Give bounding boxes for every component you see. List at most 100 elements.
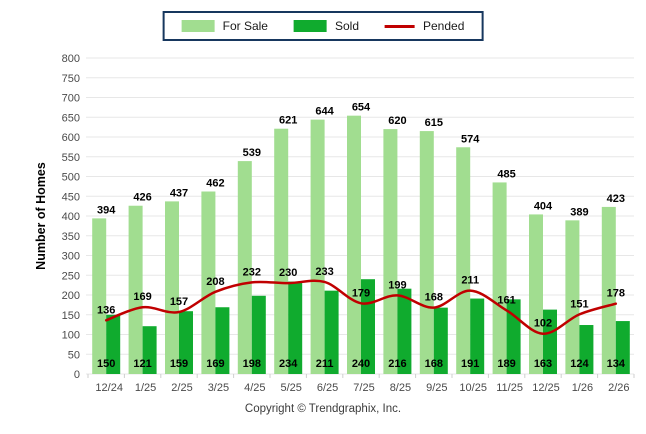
- legend-label-sold: Sold: [334, 19, 360, 33]
- for-sale-value-label: 644: [315, 106, 334, 118]
- x-axis-label: 10/25: [459, 382, 487, 394]
- sold-value-label: 240: [352, 358, 370, 370]
- sold-value-label: 189: [497, 358, 515, 370]
- bar-sold: [324, 290, 339, 374]
- bar-sold: [579, 325, 594, 374]
- pended-value-label: 151: [570, 298, 588, 310]
- y-axis-tick-label: 100: [62, 330, 80, 342]
- for-sale-value-label: 404: [534, 200, 553, 212]
- y-axis-tick-label: 150: [62, 310, 80, 322]
- bar-for-sale: [237, 161, 252, 374]
- x-axis-label: 12/24: [95, 382, 123, 394]
- x-axis-label: 2/26: [608, 382, 629, 394]
- bar-sold: [288, 281, 303, 374]
- y-axis-tick-label: 200: [62, 290, 80, 302]
- x-axis-label: 4/25: [244, 382, 265, 394]
- bar-for-sale: [529, 214, 543, 374]
- x-axis-label: 9/25: [426, 382, 447, 394]
- y-axis-tick-label: 0: [74, 369, 80, 381]
- for-sale-value-label: 389: [570, 206, 588, 218]
- x-axis-label: 3/25: [208, 382, 229, 394]
- for-sale-value-label: 574: [461, 133, 480, 145]
- for-sale-value-label: 394: [97, 204, 116, 216]
- sold-value-label: 159: [170, 358, 188, 370]
- for-sale-value-label: 539: [243, 147, 261, 159]
- sold-value-label: 198: [243, 358, 261, 370]
- sold-value-label: 234: [279, 358, 298, 370]
- y-axis-tick-label: 700: [62, 93, 80, 105]
- for-sale-value-label: 462: [206, 178, 224, 190]
- bar-sold: [543, 309, 557, 374]
- bar-for-sale: [456, 147, 471, 374]
- for-sale-value-label: 620: [388, 115, 406, 127]
- bar-for-sale: [492, 182, 507, 374]
- y-axis-tick-label: 350: [62, 231, 80, 243]
- pended-value-label: 136: [97, 304, 115, 316]
- x-axis-label: 11/25: [496, 382, 523, 394]
- pended-value-label: 157: [170, 296, 188, 308]
- sold-value-label: 124: [570, 358, 589, 370]
- bar-for-sale: [165, 201, 179, 374]
- sold-value-label: 134: [607, 358, 626, 370]
- bar-for-sale: [565, 220, 580, 374]
- bar-for-sale: [274, 128, 289, 374]
- bar-sold: [470, 298, 485, 374]
- pended-value-label: 179: [352, 287, 370, 299]
- pended-value-label: 169: [133, 291, 151, 303]
- sold-value-label: 121: [133, 358, 151, 370]
- bar-sold: [215, 307, 230, 374]
- sold-value-label: 191: [461, 358, 479, 370]
- y-axis-tick-label: 650: [62, 112, 80, 124]
- pended-line-icon: [385, 24, 416, 28]
- y-axis-tick-label: 800: [62, 53, 80, 65]
- legend-item-pended: Pended: [385, 20, 464, 32]
- for-sale-value-label: 423: [607, 193, 625, 205]
- bar-for-sale: [347, 115, 361, 375]
- for-sale-swatch-icon: [181, 20, 215, 32]
- bar-sold: [397, 288, 412, 374]
- y-axis-tick-label: 550: [62, 152, 80, 164]
- legend-item-sold: Sold: [293, 19, 360, 33]
- sold-swatch-icon: [293, 20, 327, 32]
- y-axis-tick-label: 600: [62, 132, 80, 144]
- pended-value-label: 199: [388, 279, 406, 291]
- pended-value-label: 208: [206, 276, 224, 288]
- y-axis-tick-label: 750: [62, 73, 80, 85]
- bar-for-sale: [601, 206, 616, 374]
- y-axis-tick-label: 250: [62, 270, 80, 282]
- pended-value-label: 168: [425, 292, 443, 304]
- pended-value-label: 233: [315, 266, 333, 278]
- x-axis-label: 6/25: [317, 382, 338, 394]
- bar-for-sale: [128, 205, 143, 374]
- x-axis-label: 7/25: [353, 382, 374, 394]
- sold-value-label: 216: [388, 358, 406, 370]
- x-axis-label: 12/25: [532, 382, 560, 394]
- bar-sold: [615, 321, 630, 374]
- bar-for-sale: [383, 129, 398, 374]
- pended-line: [104, 279, 618, 335]
- bar-sold: [179, 311, 193, 374]
- for-sale-value-label: 437: [170, 187, 188, 199]
- x-axis-label: 5/25: [280, 382, 301, 394]
- bar-for-sale: [201, 191, 216, 374]
- legend-label-pended: Pended: [423, 19, 465, 33]
- legend-label-for-sale: For Sale: [222, 19, 268, 33]
- bar-sold: [142, 326, 157, 374]
- pended-value-label: 178: [607, 288, 625, 300]
- sold-value-label: 168: [425, 358, 443, 370]
- x-axis-label: 1/26: [572, 382, 593, 394]
- pended-value-label: 230: [279, 267, 297, 279]
- for-sale-value-label: 615: [425, 117, 443, 129]
- chart-legend: For Sale Sold Pended: [162, 11, 484, 41]
- copyright-text: Copyright © Trendgraphix, Inc.: [244, 403, 402, 415]
- bar-for-sale: [419, 131, 434, 374]
- for-sale-value-label: 426: [133, 192, 151, 204]
- pended-value-label: 161: [497, 294, 515, 306]
- pended-value-label: 211: [461, 275, 479, 287]
- bar-sold: [433, 307, 448, 374]
- for-sale-value-label: 654: [352, 102, 371, 114]
- pended-value-label: 102: [534, 318, 552, 330]
- sold-value-label: 150: [97, 358, 115, 370]
